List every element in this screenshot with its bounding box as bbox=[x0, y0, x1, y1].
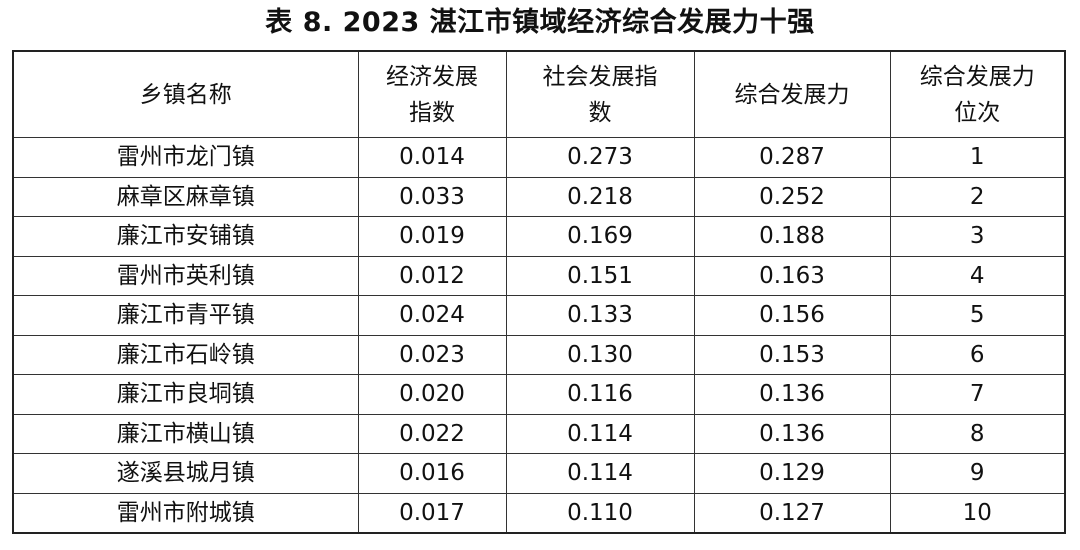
cell-town: 廉江市石岭镇 bbox=[12, 334, 359, 375]
cell-social-index: 0.114 bbox=[505, 413, 695, 454]
header-economic-index: 经济发展 指数 bbox=[357, 50, 507, 138]
cell-social-index: 0.273 bbox=[505, 137, 695, 178]
cell-rank: 5 bbox=[889, 295, 1066, 336]
cell-social-index: 0.133 bbox=[505, 295, 695, 336]
header-rank: 综合发展力 位次 bbox=[889, 50, 1066, 138]
cell-composite: 0.252 bbox=[693, 176, 891, 217]
table-body: 雷州市龙门镇 0.014 0.273 0.287 1 麻章区麻章镇 0.033 … bbox=[12, 137, 1066, 534]
cell-social-index: 0.218 bbox=[505, 176, 695, 217]
table-row: 廉江市安铺镇 0.019 0.169 0.188 3 bbox=[12, 216, 1066, 257]
cell-town: 麻章区麻章镇 bbox=[12, 176, 359, 217]
cell-economic-index: 0.019 bbox=[357, 216, 507, 257]
cell-economic-index: 0.024 bbox=[357, 295, 507, 336]
header-rank-line2: 位次 bbox=[954, 99, 1001, 126]
table-row: 雷州市附城镇 0.017 0.110 0.127 10 bbox=[12, 492, 1066, 534]
cell-town: 雷州市附城镇 bbox=[12, 492, 359, 534]
cell-rank: 9 bbox=[889, 453, 1066, 494]
cell-town: 廉江市良垌镇 bbox=[12, 374, 359, 415]
cell-town: 廉江市青平镇 bbox=[12, 295, 359, 336]
header-social-index-line1: 社会发展指 bbox=[542, 63, 658, 90]
cell-rank: 10 bbox=[889, 492, 1066, 534]
cell-composite: 0.287 bbox=[693, 137, 891, 178]
table-row: 廉江市石岭镇 0.023 0.130 0.153 6 bbox=[12, 334, 1066, 375]
cell-town: 雷州市英利镇 bbox=[12, 255, 359, 296]
cell-rank: 4 bbox=[889, 255, 1066, 296]
cell-economic-index: 0.022 bbox=[357, 413, 507, 454]
table-row: 廉江市青平镇 0.024 0.133 0.156 5 bbox=[12, 295, 1066, 336]
table-row: 遂溪县城月镇 0.016 0.114 0.129 9 bbox=[12, 453, 1066, 494]
cell-composite: 0.156 bbox=[693, 295, 891, 336]
cell-composite: 0.127 bbox=[693, 492, 891, 534]
cell-social-index: 0.169 bbox=[505, 216, 695, 257]
cell-social-index: 0.114 bbox=[505, 453, 695, 494]
table-title: 表 8. 2023 湛江市镇域经济综合发展力十强 bbox=[265, 7, 815, 38]
cell-composite: 0.163 bbox=[693, 255, 891, 296]
cell-town: 廉江市横山镇 bbox=[12, 413, 359, 454]
cell-economic-index: 0.020 bbox=[357, 374, 507, 415]
table-row: 廉江市横山镇 0.022 0.114 0.136 8 bbox=[12, 413, 1066, 454]
cell-economic-index: 0.014 bbox=[357, 137, 507, 178]
cell-social-index: 0.151 bbox=[505, 255, 695, 296]
cell-rank: 2 bbox=[889, 176, 1066, 217]
cell-rank: 6 bbox=[889, 334, 1066, 375]
header-composite: 综合发展力 bbox=[693, 50, 891, 138]
cell-composite: 0.153 bbox=[693, 334, 891, 375]
cell-social-index: 0.116 bbox=[505, 374, 695, 415]
cell-rank: 1 bbox=[889, 137, 1066, 178]
cell-rank: 3 bbox=[889, 216, 1066, 257]
cell-economic-index: 0.033 bbox=[357, 176, 507, 217]
table-row: 雷州市英利镇 0.012 0.151 0.163 4 bbox=[12, 255, 1066, 296]
cell-composite: 0.129 bbox=[693, 453, 891, 494]
cell-town: 遂溪县城月镇 bbox=[12, 453, 359, 494]
cell-economic-index: 0.012 bbox=[357, 255, 507, 296]
header-social-index-line2: 数 bbox=[588, 99, 612, 126]
cell-economic-index: 0.017 bbox=[357, 492, 507, 534]
table-header: 乡镇名称 经济发展 指数 社会发展指 数 综合发展力 综合发展力 位次 bbox=[12, 50, 1066, 138]
table-row: 廉江市良垌镇 0.020 0.116 0.136 7 bbox=[12, 374, 1066, 415]
cell-composite: 0.188 bbox=[693, 216, 891, 257]
header-social-index: 社会发展指 数 bbox=[505, 50, 695, 138]
header-economic-index-line1: 经济发展 bbox=[386, 63, 478, 90]
header-economic-index-line2: 指数 bbox=[409, 99, 455, 126]
cell-rank: 7 bbox=[889, 374, 1066, 415]
header-town: 乡镇名称 bbox=[12, 50, 359, 138]
table-row: 雷州市龙门镇 0.014 0.273 0.287 1 bbox=[12, 137, 1066, 178]
cell-social-index: 0.130 bbox=[505, 334, 695, 375]
cell-composite: 0.136 bbox=[693, 413, 891, 454]
cell-economic-index: 0.023 bbox=[357, 334, 507, 375]
cell-economic-index: 0.016 bbox=[357, 453, 507, 494]
header-row: 乡镇名称 经济发展 指数 社会发展指 数 综合发展力 综合发展力 位次 bbox=[12, 50, 1066, 138]
cell-composite: 0.136 bbox=[693, 374, 891, 415]
cell-town: 雷州市龙门镇 bbox=[12, 137, 359, 178]
cell-rank: 8 bbox=[889, 413, 1066, 454]
ranking-table: 乡镇名称 经济发展 指数 社会发展指 数 综合发展力 综合发展力 位次 雷州市龙… bbox=[12, 50, 1066, 534]
cell-social-index: 0.110 bbox=[505, 492, 695, 534]
header-rank-line1: 综合发展力 bbox=[919, 63, 1035, 90]
table-row: 麻章区麻章镇 0.033 0.218 0.252 2 bbox=[12, 176, 1066, 217]
cell-town: 廉江市安铺镇 bbox=[12, 216, 359, 257]
